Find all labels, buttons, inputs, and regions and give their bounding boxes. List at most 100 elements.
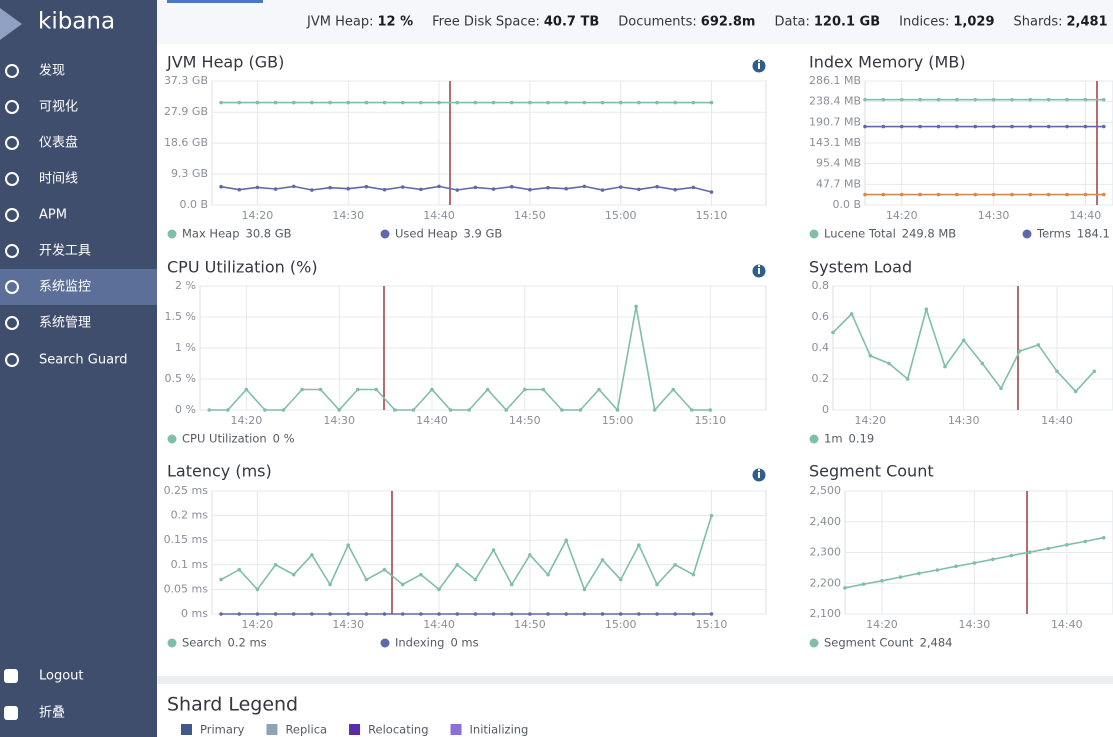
data-point <box>291 100 296 105</box>
data-point <box>691 100 696 105</box>
nav-item[interactable]: 仪表盘 <box>39 135 78 151</box>
legend-swatch <box>380 638 390 648</box>
data-point <box>600 100 605 105</box>
data-point <box>448 408 453 412</box>
data-point <box>691 572 696 577</box>
nav-item[interactable]: 系统监控 <box>39 280 91 295</box>
data-point <box>237 567 242 572</box>
data-point <box>708 408 713 412</box>
y-tick-label: 37.3 GB <box>164 74 208 87</box>
data-point <box>582 587 587 592</box>
nav-icon <box>5 100 19 114</box>
data-point <box>491 612 496 616</box>
legend-name: Terms <box>1036 227 1071 241</box>
legend-name: Replica <box>285 723 327 737</box>
data-point <box>509 100 514 105</box>
data-point <box>709 513 714 518</box>
data-point <box>528 553 532 557</box>
data-point <box>455 188 460 192</box>
y-tick-label: 238.4 MB <box>809 95 861 108</box>
data-point <box>346 543 351 547</box>
data-point <box>973 192 978 197</box>
data-point <box>582 100 587 105</box>
data-point <box>1010 97 1014 102</box>
y-tick-label: 0.05 ms <box>164 582 209 595</box>
data-point <box>655 612 659 616</box>
nav-item[interactable]: 系统管理 <box>39 316 91 331</box>
y-tick-label: 0.1 ms <box>171 558 209 571</box>
data-point <box>1028 97 1033 102</box>
nav-icon <box>5 353 19 367</box>
data-point <box>219 612 223 616</box>
x-tick-label: 15:00 <box>605 618 637 631</box>
data-point <box>918 124 922 129</box>
y-tick-label: 2,100 <box>810 607 842 620</box>
legend-swatch <box>809 229 819 239</box>
nav-item[interactable]: APM <box>39 208 67 223</box>
nav-item[interactable]: Search Guard <box>39 353 127 368</box>
x-tick-label: 14:40 <box>1070 209 1102 222</box>
status-bar <box>157 0 1113 44</box>
data-point <box>637 187 641 192</box>
legend-swatch <box>167 229 177 239</box>
nav-icon <box>5 136 19 150</box>
data-point <box>943 364 947 369</box>
x-tick-label: 14:30 <box>978 209 1010 222</box>
data-point <box>207 408 212 412</box>
data-point <box>255 587 260 592</box>
data-point <box>541 387 546 392</box>
data-point <box>522 387 527 392</box>
data-point <box>509 582 514 587</box>
data-point <box>455 612 460 616</box>
nav-item[interactable]: 可视化 <box>39 100 78 115</box>
data-point <box>582 184 587 189</box>
nav-item[interactable]: 发现 <box>39 63 65 79</box>
nav-item[interactable]: 折叠 <box>39 706 65 721</box>
data-point <box>273 100 278 105</box>
data-point <box>491 187 496 191</box>
data-point <box>1064 543 1069 547</box>
data-point <box>861 582 866 586</box>
data-point <box>467 408 471 412</box>
data-point <box>634 304 638 309</box>
data-point <box>364 184 369 189</box>
x-tick-label: 15:10 <box>694 414 726 427</box>
data-point <box>504 408 508 412</box>
data-point <box>1083 124 1088 129</box>
legend-name: 1m <box>824 432 843 446</box>
data-point <box>973 97 978 102</box>
legend-value: 30.8 GB <box>246 227 292 241</box>
data-point <box>691 612 696 616</box>
legend-swatch <box>167 638 177 648</box>
data-point <box>1028 192 1033 197</box>
data-point <box>437 587 441 592</box>
data-point <box>637 100 641 105</box>
data-point <box>528 100 532 105</box>
x-tick-label: 14:40 <box>1051 618 1083 631</box>
data-point <box>578 408 583 412</box>
x-tick-label: 14:30 <box>332 618 364 631</box>
data-point <box>300 387 304 392</box>
data-point <box>355 387 360 392</box>
nav-item[interactable]: 开发工具 <box>39 243 91 259</box>
data-point <box>936 192 941 197</box>
data-point <box>411 408 416 412</box>
y-tick-label: 0 <box>822 403 829 416</box>
stat-label: Data: <box>774 15 809 30</box>
data-point <box>637 612 641 616</box>
data-point <box>655 582 659 587</box>
x-tick-label: 14:40 <box>423 209 455 222</box>
data-point <box>237 100 242 105</box>
data-point <box>437 100 441 105</box>
data-point <box>528 612 532 616</box>
series-line <box>209 306 711 412</box>
data-point <box>226 408 230 412</box>
nav-item[interactable]: 时间线 <box>39 172 78 187</box>
data-point <box>1046 124 1051 129</box>
info-icon-glyph <box>758 268 760 274</box>
nav-item[interactable]: Logout <box>39 669 84 684</box>
x-tick-label: 14:20 <box>886 209 918 222</box>
data-point <box>219 577 223 582</box>
data-point <box>1083 539 1088 544</box>
data-point <box>1065 97 1069 102</box>
